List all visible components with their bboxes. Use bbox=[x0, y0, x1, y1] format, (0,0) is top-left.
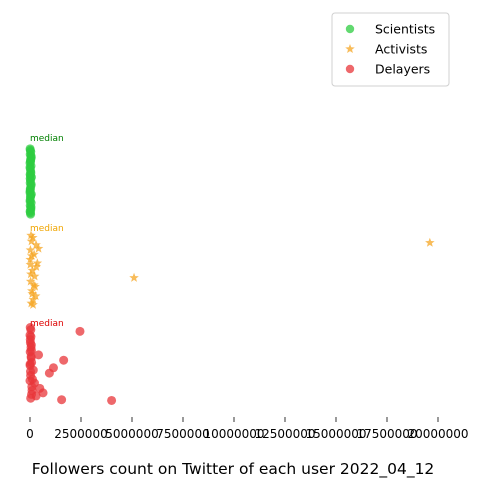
data-point-activists bbox=[27, 288, 37, 298]
data-point-activists bbox=[25, 276, 36, 286]
median-labels: median median median bbox=[30, 134, 64, 329]
median-label-activists: median bbox=[30, 224, 64, 234]
x-tick-label: 15000000 bbox=[305, 427, 366, 441]
data-point-delayers bbox=[26, 351, 36, 361]
legend-marker-scientists bbox=[345, 24, 355, 34]
x-tick-label: 17500000 bbox=[356, 427, 417, 441]
x-axis-title: Followers count on Twitter of each user … bbox=[32, 460, 435, 479]
data-point-activists bbox=[28, 294, 39, 304]
legend-label-delayers: Delayers bbox=[375, 62, 430, 77]
data-point-activists bbox=[30, 291, 41, 301]
median-label-delayers: median bbox=[30, 319, 64, 329]
median-label-scientists: median bbox=[30, 134, 64, 144]
data-point-activists bbox=[26, 236, 37, 246]
data-point-scientists bbox=[25, 188, 35, 198]
data-point-activists bbox=[425, 237, 435, 247]
data-point-scientists bbox=[25, 171, 35, 181]
data-point-activists bbox=[25, 245, 36, 255]
x-tick-label: 10000000 bbox=[203, 427, 264, 441]
data-point-delayers bbox=[26, 332, 36, 342]
data-point-delayers bbox=[75, 326, 85, 336]
data-point-delayers bbox=[44, 368, 54, 378]
data-point-activists bbox=[29, 249, 39, 259]
x-tick-label: 7500000 bbox=[156, 427, 209, 441]
data-point-delayers bbox=[26, 340, 36, 350]
x-tick-label: 12500000 bbox=[254, 427, 315, 441]
x-tick-label: 0 bbox=[26, 427, 34, 441]
data-point-delayers bbox=[26, 367, 36, 377]
data-point-scientists bbox=[25, 145, 35, 155]
data-point-activists bbox=[31, 239, 41, 249]
data-point-activists bbox=[31, 261, 42, 271]
x-tick-label: 2500000 bbox=[54, 427, 107, 441]
data-point-delayers bbox=[107, 395, 117, 405]
data-point-delayers bbox=[27, 389, 37, 399]
data-point-activists bbox=[28, 299, 38, 309]
plot-area bbox=[25, 144, 435, 405]
legend-marker-delayers bbox=[345, 64, 355, 74]
data-point-activists bbox=[25, 259, 36, 269]
legend: Scientists Activists Delayers bbox=[331, 12, 450, 87]
data-point-activists bbox=[29, 280, 39, 290]
data-point-activists bbox=[26, 250, 37, 260]
x-tick-label: 5000000 bbox=[105, 427, 158, 441]
data-point-delayers bbox=[25, 359, 35, 369]
x-axis: 0 250000050000007500000100000001250000015… bbox=[26, 417, 469, 441]
data-point-delayers bbox=[25, 323, 35, 333]
data-point-activists bbox=[29, 271, 40, 281]
legend-marker-activists bbox=[345, 44, 355, 54]
data-point-delayers bbox=[59, 355, 69, 365]
data-point-activists bbox=[26, 269, 36, 279]
x-tick-label: 20000000 bbox=[407, 427, 468, 441]
data-point-activists bbox=[25, 254, 35, 264]
data-point-scientists bbox=[26, 154, 36, 164]
data-point-activists bbox=[26, 230, 36, 240]
data-point-activists bbox=[32, 258, 43, 268]
data-point-activists bbox=[129, 272, 139, 282]
data-point-activists bbox=[27, 265, 38, 275]
data-point-delayers bbox=[25, 376, 35, 386]
data-point-delayers bbox=[34, 350, 44, 360]
legend-label-activists: Activists bbox=[375, 42, 427, 57]
data-point-delayers bbox=[57, 395, 67, 405]
legend-frame bbox=[331, 12, 450, 87]
legend-label-scientists: Scientists bbox=[375, 22, 435, 37]
data-point-scientists bbox=[26, 205, 36, 215]
